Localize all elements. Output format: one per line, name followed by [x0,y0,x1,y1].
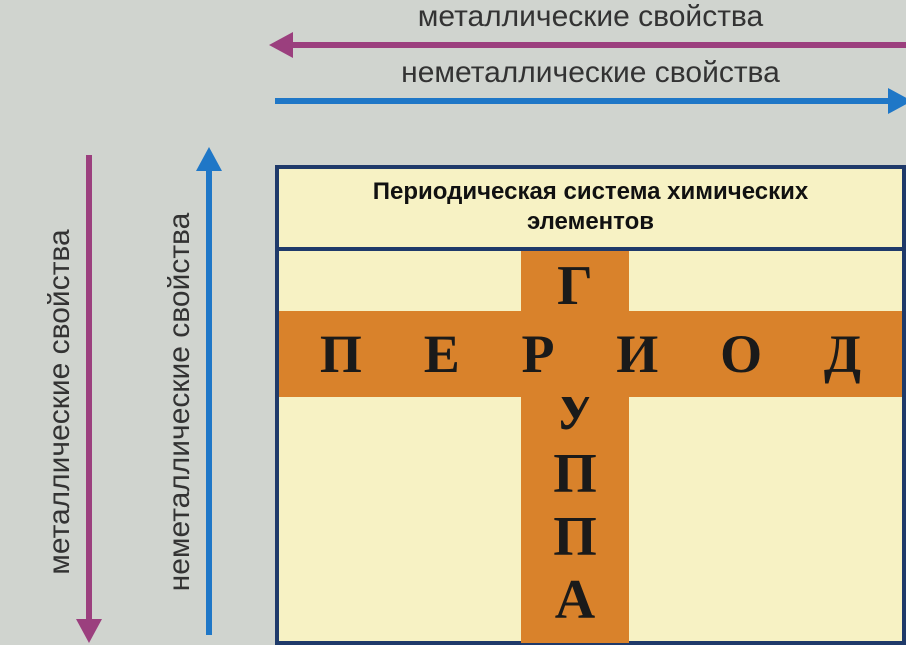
arrow-line [289,42,906,48]
period-letter: О [720,327,762,381]
arrow-line [86,155,92,621]
periodic-box: Периодическая система химических элемент… [275,165,906,645]
arrow-line [206,169,212,635]
period-letter: Д [824,327,861,381]
column-metallic-vertical: металлические свойства [0,145,120,645]
arrowhead-icon [76,619,102,643]
period-letter: И [616,327,658,381]
left-vertical-area: металлические свойства неметаллические с… [0,145,255,645]
title-line-1: Периодическая система химических [373,178,808,205]
arrow-metallic-left [275,34,906,56]
label-metallic-horizontal: металлические свойства [275,0,906,34]
group-vertical-band: Г Р У П П А [521,251,629,643]
cross-area: Г Р У П П А П Е Р И О Д [279,251,902,643]
label-nonmetallic-horizontal: неметаллические свойства [275,56,906,90]
group-letter: П [553,506,597,569]
label-nonmetallic-vertical: неметаллические свойства [163,187,197,617]
arrowhead-icon [196,147,222,171]
periodic-box-title: Периодическая система химических элемент… [279,169,902,251]
group-letter: А [555,569,595,632]
period-letter: П [320,327,362,381]
column-nonmetallic-vertical: неметаллические свойства [120,145,240,645]
group-letter: П [553,443,597,506]
label-metallic-vertical: металлические свойства [43,187,77,617]
top-horizontal-area: металлические свойства неметаллические с… [275,0,906,112]
group-letter: Г [557,255,593,318]
period-letter: Р [522,327,555,381]
arrow-line [275,98,892,104]
period-horizontal-band: П Е Р И О Д [279,311,902,397]
arrowhead-icon [888,88,906,114]
period-letter: Е [424,327,460,381]
arrow-nonmetallic-right [275,90,906,112]
title-line-2: элементов [527,208,654,235]
